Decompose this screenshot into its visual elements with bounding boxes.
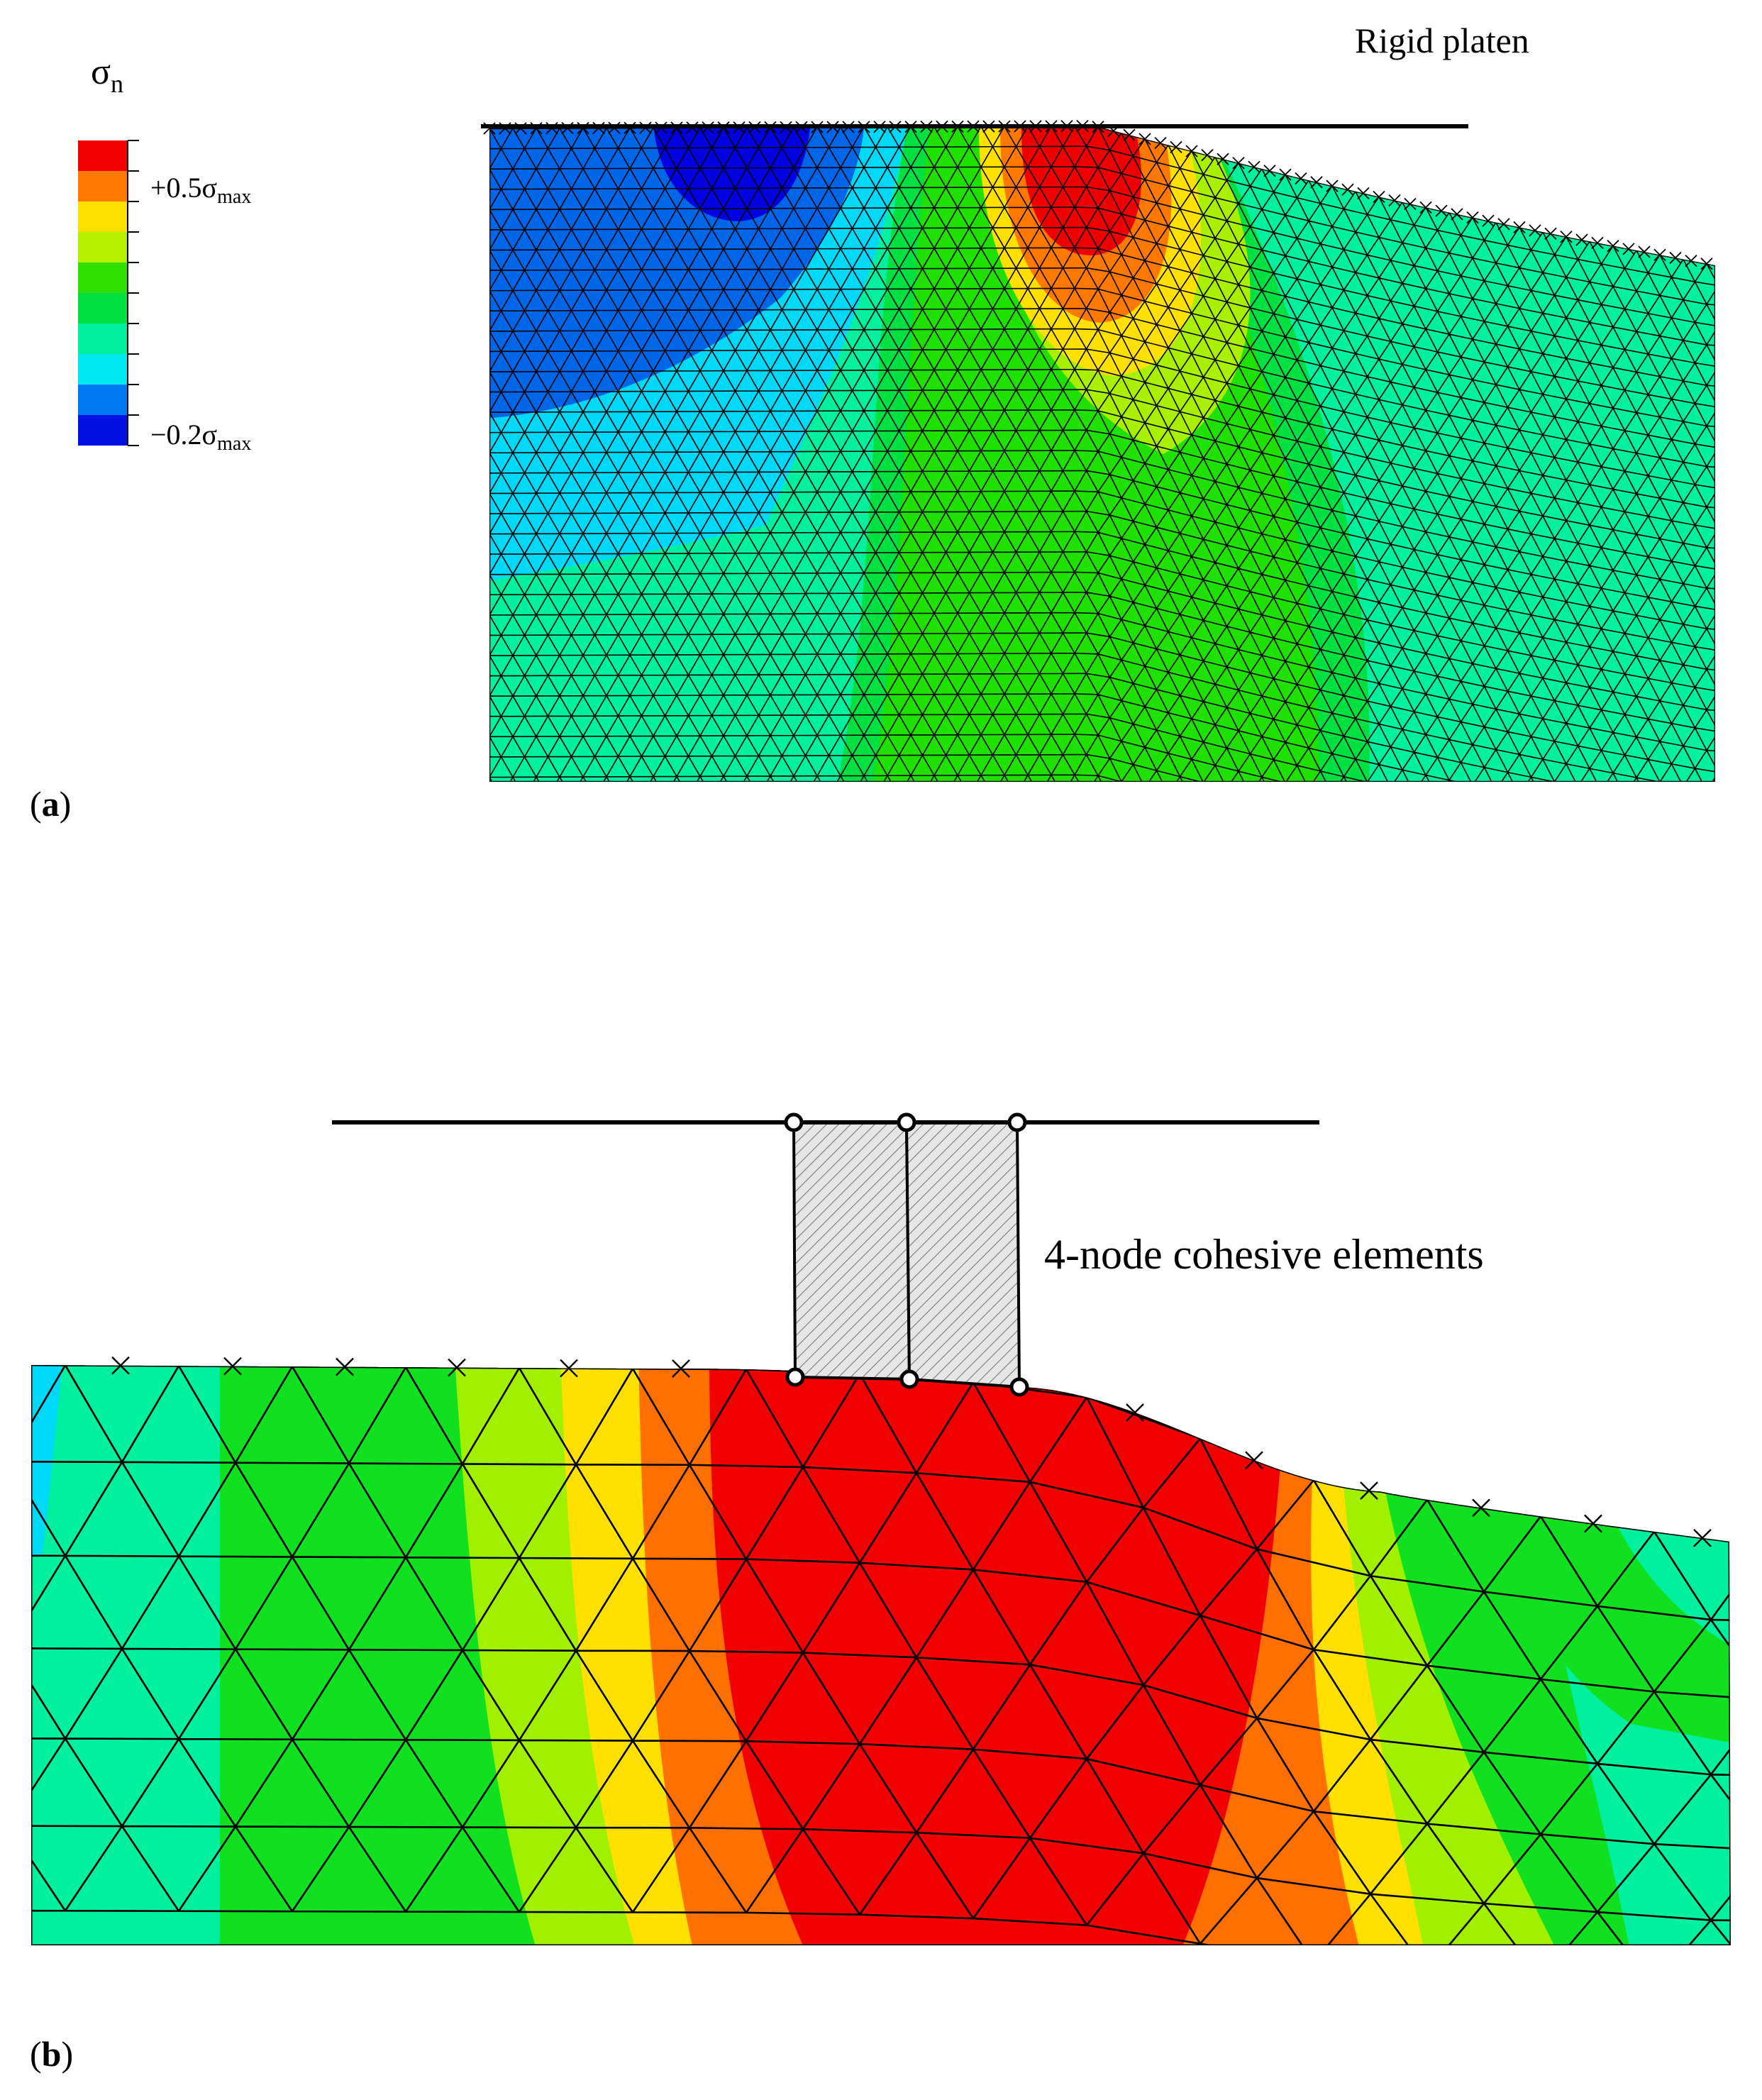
cohesive-nodes <box>784 1112 1029 1397</box>
legend-swatches <box>78 140 128 446</box>
rigid-platen-label: Rigid platen <box>1355 21 1529 60</box>
legend-swatch <box>78 293 128 324</box>
mesh-edges <box>31 1365 1731 1945</box>
legend-lower-label: −0.2σmax <box>150 419 251 455</box>
cohesive-element-right <box>904 1121 1021 1389</box>
cohesive-node <box>784 1112 804 1132</box>
panel-b-contour-plot: 4-node cohesive elements (b) <box>30 1112 1731 2074</box>
legend-upper-label: +0.5σmax <box>150 172 251 208</box>
legend-swatch <box>78 385 128 415</box>
contour-deep-blue <box>653 126 812 221</box>
cohesive-node <box>897 1112 916 1132</box>
legend-swatch <box>78 201 128 232</box>
cohesive-elements <box>332 1112 1319 1397</box>
cohesive-node <box>1007 1112 1027 1132</box>
colorbar-legend: σn +0.5σmax −0.2σmax <box>78 52 251 455</box>
mesh-edges <box>489 126 1715 782</box>
contour-red <box>1021 128 1142 255</box>
contact-node-crosses <box>111 1356 1712 1547</box>
legend-swatch <box>78 262 128 293</box>
panel-a-tag: (a) <box>30 784 71 824</box>
legend-ticks <box>127 140 139 446</box>
legend-title: σn <box>91 52 123 98</box>
cohesive-elements-label: 4-node cohesive elements <box>1044 1231 1484 1278</box>
legend-swatch <box>78 324 128 354</box>
panel-b-tag: (b) <box>30 2034 73 2074</box>
contour-green-lower <box>489 539 837 782</box>
legend-swatch <box>78 140 128 171</box>
cohesive-node <box>785 1367 805 1387</box>
legend-swatch <box>78 354 128 385</box>
cohesive-node <box>1009 1377 1029 1397</box>
panel-b-contact-nodes <box>111 1356 1712 1547</box>
contour-red <box>709 1365 1287 1945</box>
legend-swatch <box>78 232 128 262</box>
panel-b-contours <box>31 1365 1731 1945</box>
panel-a-contour-plot: Rigid platen (a) <box>30 21 1715 824</box>
legend-swatch <box>78 171 128 201</box>
cohesive-node <box>899 1369 919 1389</box>
cohesive-element-left <box>792 1121 912 1381</box>
legend-swatch <box>78 415 128 446</box>
contour-cyan <box>31 1365 64 1557</box>
